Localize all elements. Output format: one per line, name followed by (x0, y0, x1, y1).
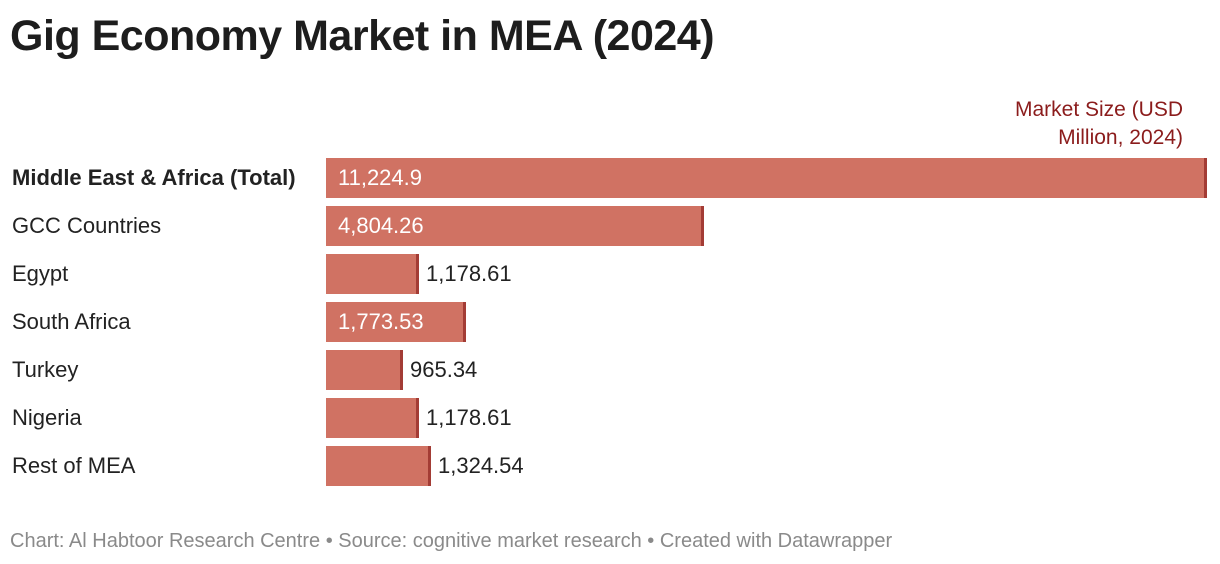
category-label: South Africa (12, 309, 131, 334)
bar (326, 254, 419, 294)
bar (326, 398, 419, 438)
chart-footer: Chart: Al Habtoor Research Centre • Sour… (10, 530, 893, 552)
bar-end-marker (416, 254, 419, 294)
bar (326, 206, 704, 246)
value-label: 4,804.26 (338, 213, 424, 238)
value-label: 1,324.54 (438, 453, 524, 478)
bar-end-marker (416, 398, 419, 438)
value-label: 1,773.53 (338, 309, 424, 334)
category-label: Nigeria (12, 405, 82, 430)
bar-end-marker (428, 446, 431, 486)
bar-end-marker (400, 350, 403, 390)
column-header-line-2: Million, 2024) (1058, 126, 1183, 149)
bar (326, 350, 403, 390)
bar (326, 446, 431, 486)
value-label: 1,178.61 (426, 261, 512, 286)
value-label: 965.34 (410, 357, 478, 382)
chart-title: Gig Economy Market in MEA (2024) (10, 12, 715, 60)
value-label: 1,178.61 (426, 405, 512, 430)
bar-end-marker (463, 302, 466, 342)
column-header-line-1: Market Size (USD (1014, 98, 1183, 121)
bar (326, 158, 1207, 198)
bar-end-marker (1204, 158, 1207, 198)
column-header: Market Size (USD Million, 2024) (963, 96, 1183, 152)
category-label: Turkey (12, 357, 79, 382)
value-label: 11,224.9 (338, 165, 423, 190)
bar (326, 302, 466, 342)
category-label: Rest of MEA (12, 453, 136, 478)
category-label: Middle East & Africa (Total) (12, 165, 296, 190)
category-label: Egypt (12, 261, 69, 286)
category-label: GCC Countries (12, 213, 162, 238)
bar-end-marker (701, 206, 704, 246)
